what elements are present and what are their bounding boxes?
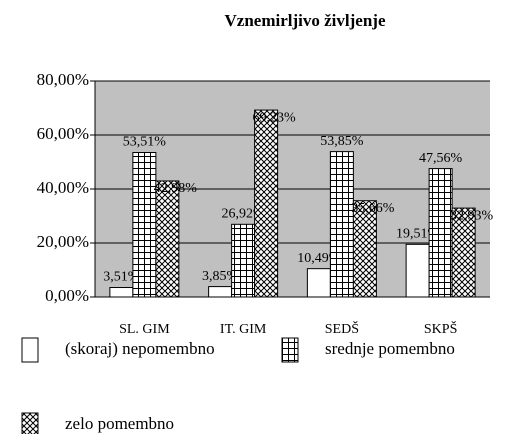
bar (352, 200, 377, 298)
y-tick-label: 40,00% (37, 178, 89, 197)
y-tick-label: 0,00% (45, 286, 89, 305)
bar (155, 180, 180, 298)
bar (109, 287, 134, 298)
bar (208, 286, 233, 298)
y-tick-label: 80,00% (37, 70, 89, 89)
bar (329, 151, 354, 298)
bar (231, 223, 256, 298)
y-tick-label: 20,00% (37, 232, 89, 251)
legend-label: (skoraj) nepomembno (65, 339, 215, 358)
bar (254, 109, 279, 298)
x-tick-label: SL. GIM (119, 322, 170, 337)
bar (405, 243, 430, 298)
x-tick-label: SEDŠ (325, 320, 359, 337)
legend-swatch (281, 337, 299, 363)
legend-label: zelo pomembno (65, 414, 174, 433)
value-label: 3,51% (103, 270, 140, 285)
y-tick-label: 60,00% (37, 124, 89, 143)
bar (132, 152, 157, 298)
legend-swatch (21, 337, 39, 363)
value-label: 42,98% (154, 181, 198, 196)
bar (428, 168, 453, 298)
bar (306, 268, 331, 298)
legend-swatch (21, 412, 39, 434)
value-label: 47,56% (419, 151, 463, 166)
value-label: 53,85% (320, 134, 364, 149)
chart-title: Vznemirljivo življenje (225, 11, 386, 30)
bar (451, 207, 476, 298)
value-label: 32,93% (450, 208, 494, 223)
value-label: 3,85% (202, 269, 239, 284)
value-label: 53,51% (123, 135, 167, 150)
x-tick-label: IT. GIM (220, 322, 267, 337)
x-tick-label: SKPŠ (424, 320, 457, 337)
legend-label: srednje pomembno (325, 339, 455, 358)
value-label: 35,66% (351, 201, 395, 216)
value-label: 69,23% (253, 110, 297, 125)
